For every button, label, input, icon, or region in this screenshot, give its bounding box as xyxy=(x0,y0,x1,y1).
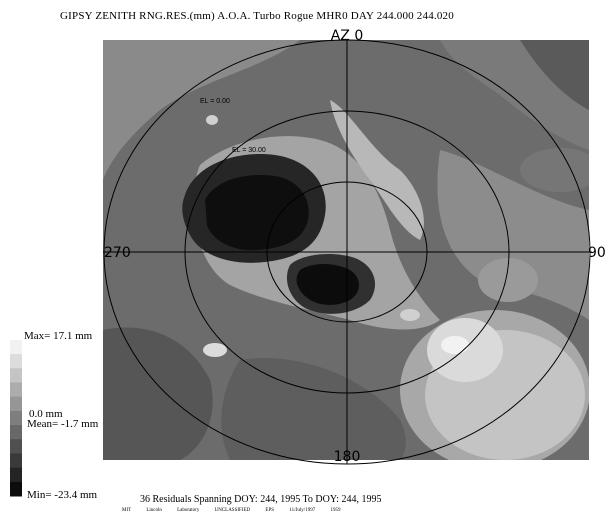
azimuth-label-north: AZ 0 xyxy=(331,28,364,44)
legend-max: Max= 17.1 mm xyxy=(24,330,93,342)
color-legend xyxy=(10,340,22,497)
azimuth-label-west: 270 xyxy=(104,245,131,261)
legend-mean: Mean= -1.7 mm xyxy=(27,418,99,430)
legend-swatch xyxy=(10,467,22,483)
legend-swatch xyxy=(10,425,22,440)
legend-swatch xyxy=(10,382,22,398)
sky-grid xyxy=(103,39,592,465)
legend-zero: 0.0 mm xyxy=(29,408,63,420)
legend-swatch xyxy=(10,453,22,469)
legend-swatch xyxy=(10,340,22,355)
azimuth-label-south: 180 xyxy=(334,449,361,465)
residual-map xyxy=(103,40,589,460)
legend-swatch xyxy=(10,396,22,412)
legend-swatch xyxy=(10,439,22,454)
legend-swatch xyxy=(10,354,22,369)
legend-min: Min= -23.4 mm xyxy=(27,489,98,501)
elevation-label-30: EL = 30.00 xyxy=(232,147,266,154)
azimuth-label-east: 90 xyxy=(588,245,606,261)
legend-swatch xyxy=(10,410,22,426)
footer-caption: 36 Residuals Spanning DOY: 244, 1995 To … xyxy=(140,494,382,505)
credit-line: MIT Lincoln Laboratory UNCLASSIFIED EPS … xyxy=(122,508,341,513)
chart-title: GIPSY ZENITH RNG.RES.(mm) A.O.A. Turbo R… xyxy=(60,10,454,22)
legend-swatch xyxy=(10,481,22,497)
elevation-label-0: EL = 0.00 xyxy=(200,98,230,105)
legend-swatch xyxy=(10,368,22,384)
